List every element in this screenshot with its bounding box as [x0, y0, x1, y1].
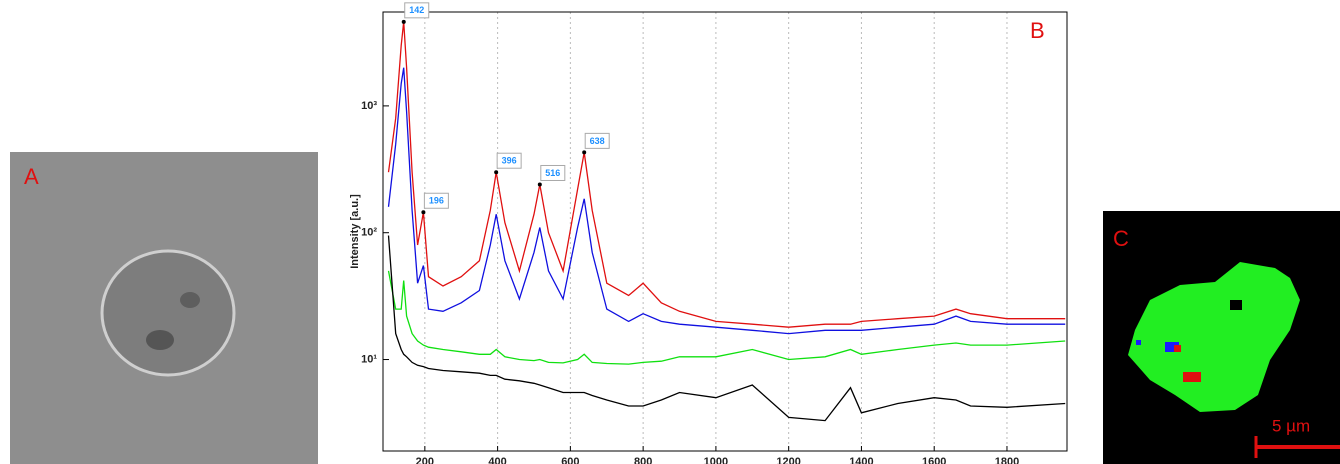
panel-a: A [10, 152, 318, 464]
peak-marker [401, 19, 406, 24]
x-tick-label: 1000 [704, 456, 728, 464]
peak-label-box [404, 2, 430, 19]
y-tick-label: 10¹ [361, 353, 377, 365]
x-tick-label: 1600 [922, 456, 946, 464]
cell-detail [146, 330, 174, 350]
peak-marker [421, 210, 426, 215]
peak-label-box [423, 192, 449, 209]
panel-label: B [1030, 18, 1045, 43]
peak-label-box [496, 152, 522, 169]
scale-bar-label: 5 µm [1272, 416, 1310, 435]
peak-label-box [584, 132, 610, 149]
panel-c: C 5 µm [1103, 211, 1340, 464]
series-line [387, 270, 1066, 365]
map-spot [1183, 372, 1201, 382]
map-region [1128, 262, 1300, 412]
x-tick-label: 1200 [776, 456, 800, 464]
x-tick-label: 600 [561, 456, 579, 464]
map-hole [1230, 300, 1242, 310]
y-tick-label: 10² [361, 227, 377, 239]
peak-marker [537, 182, 542, 187]
y-axis-label: Intensity [a.u.] [349, 194, 361, 269]
panel-label: C [1113, 226, 1129, 251]
cell [100, 249, 236, 377]
series-line [387, 235, 1066, 422]
x-tick-label: 200 [416, 456, 434, 464]
peak-label-box [540, 164, 566, 181]
x-tick-label: 1400 [849, 456, 873, 464]
panel-label: A [24, 164, 39, 189]
peak-label: 142 [409, 5, 424, 15]
peak-label: 396 [502, 156, 517, 166]
peak-marker [494, 170, 499, 175]
series-line [387, 21, 1066, 328]
plot-frame [382, 11, 1068, 452]
map-spot [1136, 340, 1141, 345]
cell-detail [180, 292, 200, 308]
y-tick-label: 10³ [361, 100, 377, 112]
x-tick-label: 1800 [995, 456, 1019, 464]
peak-label: 638 [590, 136, 605, 146]
map-spot [1165, 342, 1179, 352]
x-tick-label: 800 [634, 456, 652, 464]
series-line [387, 67, 1066, 335]
map-spot [1174, 345, 1181, 352]
panel-b: B 200 400 600 800 1000 1200 1400 1600 1800 10¹ 10²… [349, 2, 1068, 464]
peak-label: 516 [545, 168, 560, 178]
peak-marker [582, 150, 587, 155]
peak-label: 196 [429, 196, 444, 206]
x-tick-label: 400 [488, 456, 506, 464]
